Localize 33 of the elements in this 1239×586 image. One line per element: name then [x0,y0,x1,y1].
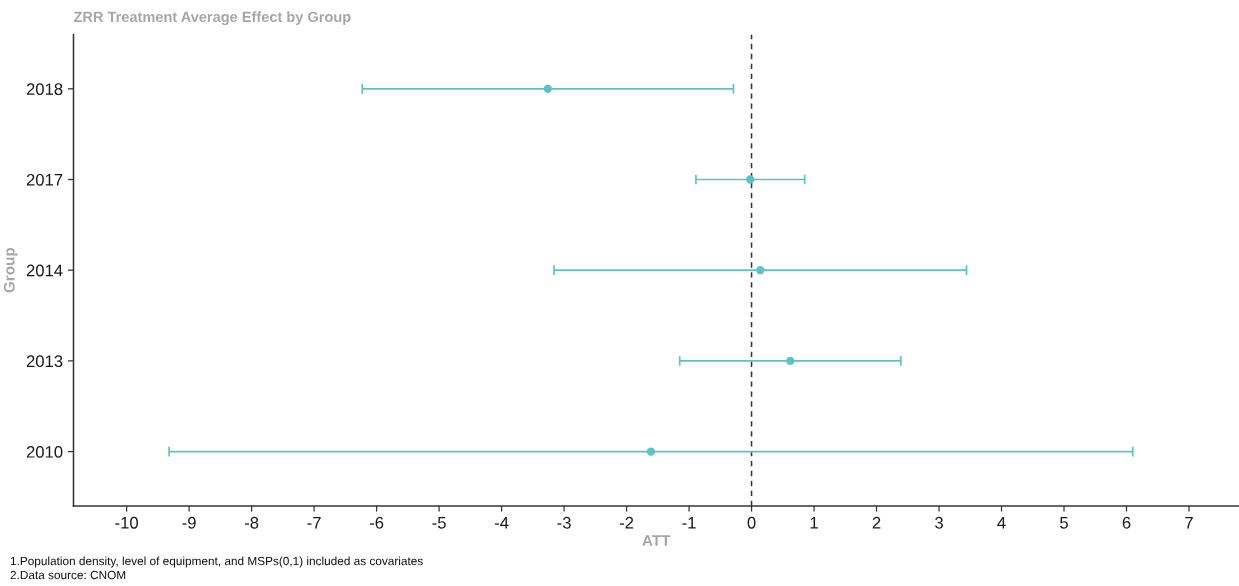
text: 2.Data source: CNOM [10,570,126,580]
x-tick-label: -10 [115,516,139,529]
point [756,266,765,275]
y-axis-title: Group [3,247,18,293]
x-tick-label: 6 [1122,516,1131,529]
x-tick-label: -9 [182,516,196,529]
point [786,356,795,366]
point [646,447,656,456]
y-tick-label: 2014 [26,264,63,277]
x-tick-label: 7 [1185,517,1193,529]
x-tick-label: 0 [747,516,756,529]
x-tick-label: 3 [935,516,943,529]
x-tick-label: -5 [432,517,446,529]
x-tick-label: -8 [244,516,259,529]
x-tick-label: -2 [619,516,634,529]
x-tick-label: -3 [557,516,571,529]
text: 1.Population density, level of equipment, and MSPs(0,1) included as covariates [10,556,423,568]
x-tick-label: 4 [997,517,1006,529]
x-tick-label: -4 [494,517,509,529]
x-tick-label: 2 [872,516,881,529]
y-tick-label: 2017 [26,173,63,186]
point [543,84,552,93]
x-tick-label: 5 [1060,517,1068,529]
x-tick-label: -6 [369,516,384,529]
point [746,175,755,184]
y-tick-label: 2018 [26,83,63,96]
y-tick-label: 2013 [26,355,63,368]
x-tick-label: -7 [307,517,321,529]
x-axis-title: ATT [642,535,671,546]
x-tick-label: 1 [810,517,818,529]
x-tick-label: -1 [682,517,696,529]
y-tick-label: 2010 [26,445,63,458]
chart-title: ZRR Treatment Average Effect by Group [73,11,351,25]
